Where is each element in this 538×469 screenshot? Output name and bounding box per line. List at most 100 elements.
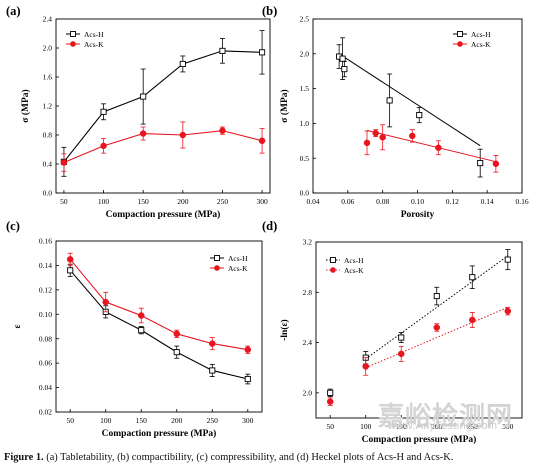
legend-marker	[457, 31, 463, 37]
data-point	[379, 134, 386, 141]
x-tick-label: 50	[326, 422, 334, 431]
series-acs-k	[60, 121, 266, 172]
plot-frame	[312, 18, 523, 194]
y-tick-label: 2.5	[300, 15, 310, 24]
legend-label: Acs-H	[344, 256, 364, 265]
data-point	[209, 367, 216, 374]
x-tick-label: 0.14	[481, 197, 494, 206]
data-point	[477, 160, 484, 167]
x-tick-label: 300	[256, 197, 268, 206]
x-tick-label: 200	[431, 422, 443, 431]
series-line	[63, 130, 263, 164]
y-axis-title: σ (MPa)	[20, 89, 31, 122]
chart-compactibility: (b) 0.04 0.06 0.08 0.10 0.12 0.14 0.16 0.0 0.5 1.0…	[262, 4, 529, 220]
x-tick-label: 0.04	[306, 197, 319, 206]
x-tick-label: 100	[98, 197, 110, 206]
x-tick-label: 300	[242, 416, 254, 425]
data-point	[409, 132, 416, 140]
series-acs-k	[66, 252, 252, 354]
caption-text: (a) Tabletability, (b) compactibility, (…	[43, 452, 454, 463]
y-tick-label: 2.8	[303, 288, 313, 297]
y-axis-title: σ (MPa)	[279, 89, 290, 122]
y-tick-label: 0.0	[300, 189, 310, 198]
x-tick-label: 0.10	[411, 197, 424, 206]
caption-label: Figure 1.	[4, 452, 44, 463]
series-acs-h	[60, 30, 266, 177]
figure-caption: Figure 1. (a) Tabletability, (b) compact…	[4, 450, 534, 466]
data-point	[179, 131, 187, 139]
plot-frame	[55, 240, 263, 413]
data-point	[435, 144, 442, 152]
panel-label: (c)	[6, 219, 20, 233]
data-point	[219, 47, 226, 54]
fit-line	[366, 129, 496, 163]
legend-marker	[70, 31, 76, 37]
legend-marker	[214, 265, 220, 271]
panel-label: (b)	[262, 4, 277, 18]
x-tick-label: 100	[360, 422, 372, 431]
data-point	[179, 60, 186, 67]
data-point	[362, 363, 369, 370]
data-point	[100, 108, 107, 115]
y-tick-label: 0.14	[39, 261, 52, 270]
y-tick-label: 1.0	[300, 119, 310, 128]
x-tick-label: 50	[66, 416, 74, 425]
legend-label: Acs-K	[84, 40, 104, 49]
x-tick-label: 50	[60, 197, 68, 206]
chart-tabletability: (a) 50 100 150 200 250 300 0.0 0.4 0.8 1.2 1.6 2.0 2.…	[6, 4, 271, 220]
data-point	[173, 349, 180, 356]
x-tick-label: 100	[100, 416, 112, 425]
data-point	[372, 129, 379, 137]
legend-label: Acs-H	[471, 30, 491, 39]
data-point	[66, 256, 74, 263]
data-point	[433, 293, 440, 300]
y-tick-label: 2.0	[300, 49, 310, 58]
y-tick-label: 0.8	[43, 131, 53, 140]
fit-line	[365, 255, 509, 360]
data-point	[433, 324, 441, 331]
y-tick-label: 0.10	[39, 310, 52, 319]
legend-label: Acs-K	[228, 264, 248, 273]
x-tick-label: 150	[138, 197, 150, 206]
y-tick-label: 1.5	[300, 84, 310, 93]
y-axis-title: -ln(ε)	[279, 319, 290, 340]
plot-frame	[315, 241, 523, 419]
data-point	[469, 316, 476, 324]
data-point	[469, 274, 476, 281]
series-line	[63, 50, 263, 163]
watermark-chinese: 嘉峪检测网	[378, 402, 514, 432]
data-point	[504, 256, 511, 263]
legend-label: Acs-H	[84, 30, 104, 39]
y-tick-label: 0.12	[39, 285, 52, 294]
data-point	[140, 93, 147, 100]
y-tick-label: 0.4	[43, 160, 53, 169]
panel-label: (d)	[262, 219, 277, 233]
data-point	[326, 398, 334, 405]
x-axis-title: Compaction pressure (MPa)	[106, 209, 221, 220]
y-axis-title: ε	[13, 324, 23, 328]
x-axis-title: Compaction pressure (MPa)	[102, 428, 217, 439]
series-acs-h	[67, 263, 251, 385]
data-point	[259, 49, 266, 56]
y-tick-label: 0.08	[39, 334, 52, 343]
series-line	[69, 269, 248, 380]
x-tick-label: 200	[171, 416, 183, 425]
series-line	[69, 258, 248, 351]
legend-label: Acs-K	[344, 266, 364, 275]
data-point	[244, 375, 251, 383]
data-point	[386, 97, 393, 104]
data-point	[258, 137, 266, 145]
panel-label: (a)	[6, 4, 21, 18]
y-tick-label: 0.04	[39, 383, 52, 392]
x-tick-label: 300	[502, 422, 514, 431]
data-point	[327, 389, 334, 396]
fit-line	[338, 53, 481, 147]
data-point	[397, 350, 405, 358]
data-point	[341, 66, 348, 73]
y-tick-label: 0.02	[39, 408, 52, 417]
legend-label: Acs-K	[471, 40, 491, 49]
fit-line	[365, 306, 508, 369]
legend-marker	[70, 41, 76, 47]
